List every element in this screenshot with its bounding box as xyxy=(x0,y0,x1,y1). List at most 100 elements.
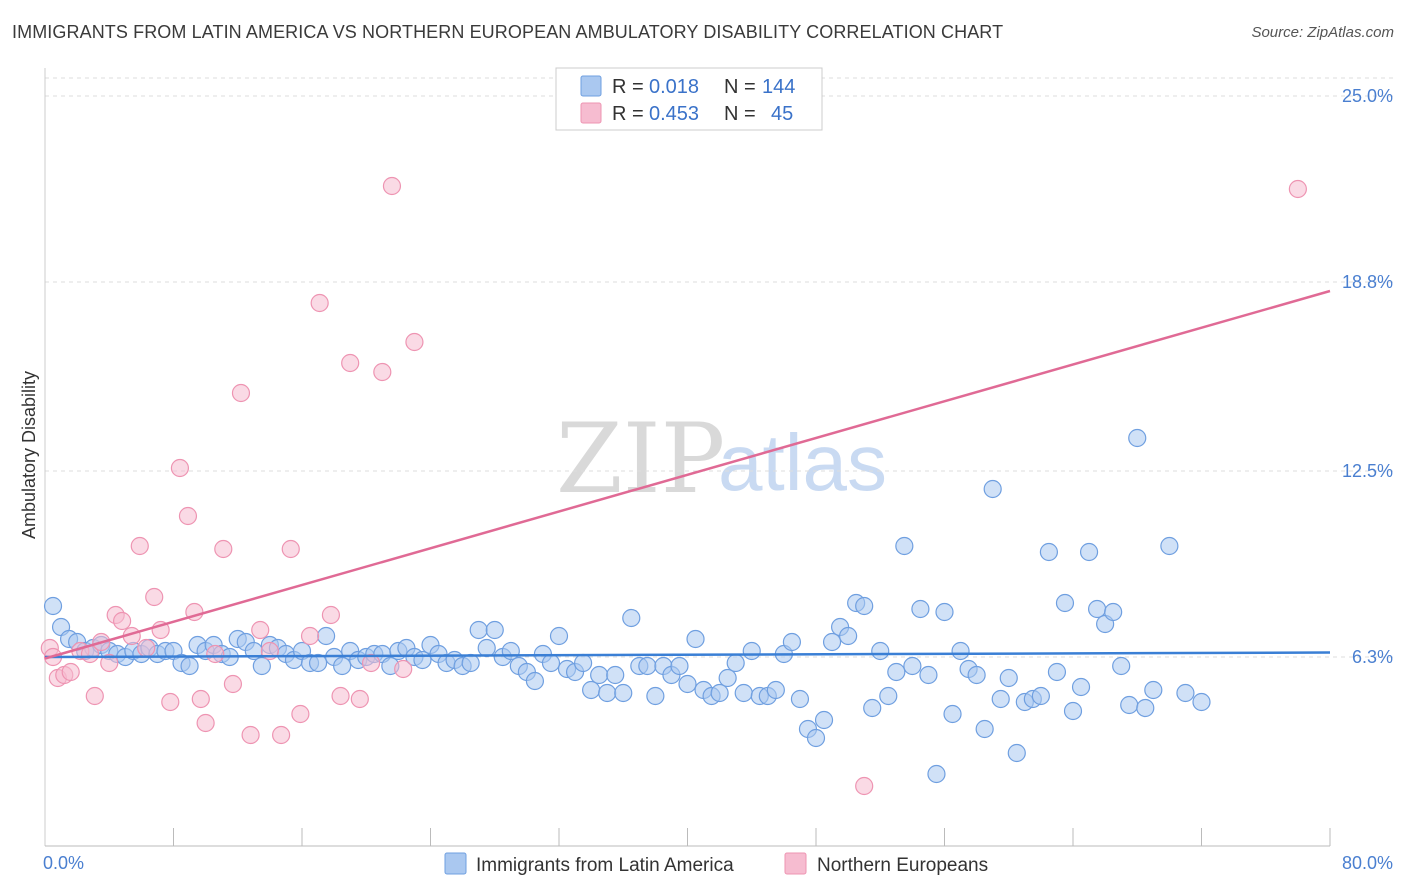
data-point-latin-america xyxy=(1055,593,1075,613)
watermark: ZIP atlas xyxy=(556,403,887,515)
data-point-northern-europeans xyxy=(405,332,424,352)
data-point-latin-america xyxy=(822,632,842,652)
data-point-northern-europeans xyxy=(145,587,164,607)
x-tick-labels: 0.0% 80.0% xyxy=(43,853,1393,873)
data-point-latin-america xyxy=(919,665,938,685)
data-point-latin-america xyxy=(501,641,520,661)
data-point-latin-america xyxy=(742,641,761,661)
data-point-northern-europeans xyxy=(170,458,190,478)
data-point-latin-america xyxy=(43,596,63,616)
data-point-latin-america xyxy=(646,686,665,706)
trend-lines xyxy=(44,289,1331,660)
data-point-northern-europeans xyxy=(321,605,341,625)
data-point-latin-america xyxy=(839,626,858,646)
data-point-northern-europeans xyxy=(161,692,180,712)
data-point-northern-europeans xyxy=(272,725,291,745)
y-tick-label: 12.5% xyxy=(1342,461,1393,481)
data-point-latin-america xyxy=(790,689,810,709)
legend-n-label-2: N = xyxy=(724,103,756,125)
data-point-latin-america xyxy=(1160,536,1179,556)
data-point-latin-america xyxy=(734,683,753,703)
data-point-latin-america xyxy=(951,641,970,661)
legend-swatch-pink xyxy=(580,102,602,124)
data-point-northern-europeans xyxy=(1288,179,1307,199)
data-point-northern-europeans xyxy=(178,506,198,526)
series-legend: Immigrants from Latin America Northern E… xyxy=(444,852,988,876)
data-point-latin-america xyxy=(975,719,994,739)
data-point-northern-europeans xyxy=(331,686,350,706)
data-point-latin-america xyxy=(814,710,834,730)
data-point-northern-europeans xyxy=(112,611,132,631)
bottom-legend-label-2: Northern Europeans xyxy=(817,855,988,876)
data-point-latin-america xyxy=(590,665,609,685)
data-point-northern-europeans xyxy=(300,626,320,646)
data-point-northern-europeans xyxy=(394,659,413,679)
data-point-northern-europeans xyxy=(341,353,360,373)
data-point-latin-america xyxy=(718,668,737,688)
data-point-latin-america xyxy=(1128,428,1147,448)
legend-r-label-2: R = xyxy=(612,103,644,125)
data-point-latin-america xyxy=(1144,680,1163,700)
data-point-latin-america xyxy=(678,674,697,694)
data-point-northern-europeans xyxy=(206,644,225,664)
legend-n-value-1: 144 xyxy=(762,76,795,98)
data-point-latin-america xyxy=(710,683,729,703)
legend-n-label-1: N = xyxy=(724,76,756,98)
data-point-latin-america xyxy=(806,728,826,748)
data-point-latin-america xyxy=(1112,656,1131,676)
data-point-latin-america xyxy=(782,632,802,652)
legend-swatch-blue xyxy=(580,75,602,97)
data-point-latin-america xyxy=(1087,599,1107,619)
x-tick-label: 0.0% xyxy=(43,853,84,873)
data-point-latin-america xyxy=(1047,662,1067,682)
data-point-latin-america xyxy=(1104,602,1123,622)
data-point-latin-america xyxy=(1071,677,1091,697)
data-point-northern-europeans xyxy=(85,686,104,706)
data-point-latin-america xyxy=(1063,701,1083,721)
data-point-latin-america xyxy=(1136,698,1155,718)
data-point-northern-europeans xyxy=(855,776,874,796)
data-point-northern-europeans xyxy=(241,725,260,745)
data-point-northern-europeans xyxy=(61,662,80,682)
data-point-latin-america xyxy=(895,536,914,556)
data-point-northern-europeans xyxy=(382,176,402,196)
data-point-latin-america xyxy=(333,656,352,676)
bottom-legend-swatch-blue xyxy=(444,852,467,875)
data-point-latin-america xyxy=(911,599,930,619)
legend-r-label-1: R = xyxy=(612,76,644,98)
data-point-latin-america xyxy=(1120,695,1139,715)
data-point-latin-america xyxy=(1007,743,1026,763)
data-point-latin-america xyxy=(582,680,601,700)
trend-line-northern-europeans xyxy=(44,289,1331,660)
watermark-atlas: atlas xyxy=(718,418,887,507)
y-tick-label: 6.3% xyxy=(1352,647,1393,667)
data-point-northern-europeans xyxy=(251,620,270,640)
data-point-latin-america xyxy=(766,680,785,700)
data-point-latin-america xyxy=(549,626,569,646)
x-tick-label: 80.0% xyxy=(1342,853,1393,873)
data-point-northern-europeans xyxy=(214,539,233,559)
bottom-legend-swatch-pink xyxy=(784,852,807,875)
data-point-northern-europeans xyxy=(281,539,300,559)
series-northern-europeans xyxy=(40,176,1307,796)
data-point-northern-europeans xyxy=(310,293,329,313)
data-point-latin-america xyxy=(638,656,657,676)
data-point-latin-america xyxy=(598,683,617,703)
y-axis-label: Ambulatory Disability xyxy=(19,371,39,539)
data-point-latin-america xyxy=(863,698,882,718)
data-point-latin-america xyxy=(1079,542,1099,562)
data-point-latin-america xyxy=(485,620,504,640)
data-point-latin-america xyxy=(855,596,874,616)
data-point-latin-america xyxy=(943,704,962,724)
data-point-latin-america xyxy=(477,638,496,658)
data-point-northern-europeans xyxy=(223,674,243,694)
data-point-northern-europeans xyxy=(291,704,310,724)
bottom-legend-label-1: Immigrants from Latin America xyxy=(476,855,734,876)
y-tick-label: 18.8% xyxy=(1342,272,1393,292)
data-point-latin-america xyxy=(308,653,328,673)
data-point-northern-europeans xyxy=(361,653,381,673)
data-point-latin-america xyxy=(935,602,954,622)
correlation-legend: R = 0.018 N = 144 R = 0.453 N = 45 xyxy=(555,67,823,131)
data-point-latin-america xyxy=(967,665,986,685)
data-point-latin-america xyxy=(316,626,336,646)
